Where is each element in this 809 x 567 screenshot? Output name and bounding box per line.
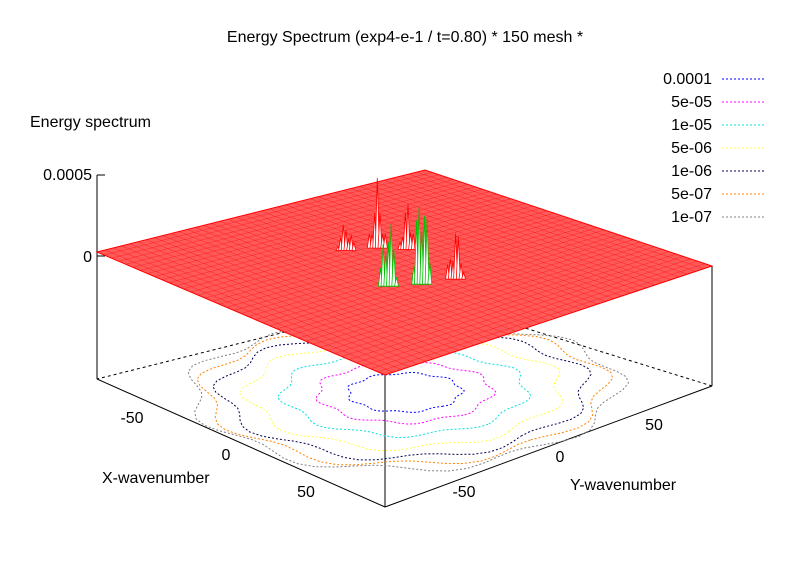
mesh-line <box>342 190 631 294</box>
peak-spike <box>427 263 433 285</box>
mesh-line <box>312 241 641 345</box>
floor-edge-right-back <box>424 296 713 387</box>
surface-mesh <box>96 169 713 376</box>
legend-label-2: 1e-05 <box>671 117 712 134</box>
contour-projections <box>187 320 629 472</box>
contour-level-3 <box>239 339 564 452</box>
y-tick-label-1: 0 <box>556 449 565 466</box>
peak-spike <box>388 223 394 287</box>
y-tick-label-0: -50 <box>452 484 475 501</box>
mesh-line <box>291 234 619 336</box>
peak-spike <box>374 178 380 249</box>
mesh-line <box>298 236 626 339</box>
mesh-line <box>375 182 664 283</box>
legend-label-4: 1e-06 <box>671 163 712 180</box>
mesh-line <box>248 220 576 317</box>
mesh-line <box>367 184 655 286</box>
chart-title: Energy Spectrum (exp4-e-1 / t=0.80) * 15… <box>227 29 583 46</box>
mesh-line <box>383 180 672 280</box>
contour-level-5 <box>196 324 614 466</box>
mesh-line <box>416 171 704 269</box>
peak-spike <box>351 242 357 251</box>
mesh-line <box>301 200 590 308</box>
mesh-line <box>408 173 696 272</box>
mesh-line <box>392 177 680 278</box>
legend-label-1: 5e-05 <box>671 94 712 111</box>
x-tick-label-2: 50 <box>297 484 315 501</box>
mesh-line <box>276 229 605 330</box>
mesh-line <box>260 210 549 321</box>
mesh-line <box>363 258 691 367</box>
mesh-line <box>400 175 688 275</box>
peak-spike <box>343 230 349 251</box>
x-axis-label: X-wavenumber <box>102 470 210 487</box>
contour-level-1 <box>315 362 497 425</box>
mesh-line <box>269 227 598 327</box>
mesh-line <box>269 208 557 319</box>
mesh-line <box>334 248 662 354</box>
mesh-line <box>327 246 655 351</box>
mesh-line <box>348 253 677 360</box>
peak-spike <box>391 249 397 287</box>
plot-box <box>96 174 713 508</box>
spectrum-surface <box>95 169 714 376</box>
legend-label-6: 1e-07 <box>671 209 712 226</box>
legend-label-5: 5e-07 <box>671 186 712 203</box>
peak-spike <box>461 270 467 280</box>
contour-level-4 <box>212 330 592 461</box>
legend-label-0: 0.0001 <box>663 71 712 88</box>
y-axis-label: Y-wavenumber <box>570 477 677 494</box>
peak-spike <box>377 213 383 249</box>
peak-spike <box>382 233 388 249</box>
x-tick-label-0: -50 <box>120 410 143 427</box>
floor-edge-right-front <box>384 385 713 508</box>
mesh-line <box>318 196 606 302</box>
mesh-line <box>370 260 698 370</box>
legend: 0.0001 5e-05 1e-05 5e-06 1e-06 5e-07 1e-… <box>663 71 766 226</box>
z-tick-label-max: 0.0005 <box>43 167 92 184</box>
surface-peaks <box>335 178 467 287</box>
z-axis-label: Energy spectrum <box>30 114 151 131</box>
mesh-line <box>305 239 634 342</box>
mesh-line <box>284 232 612 333</box>
legend-label-3: 5e-06 <box>671 140 712 157</box>
contour-level-6 <box>187 320 629 472</box>
mesh-line <box>341 251 670 357</box>
floor-edge-left-front <box>96 378 386 508</box>
mesh-line <box>351 188 639 291</box>
mesh-line <box>285 204 574 313</box>
mesh-line <box>359 186 647 289</box>
y-tick-label-2: 50 <box>645 417 663 434</box>
mesh-line <box>334 192 623 297</box>
mesh-line <box>384 265 713 376</box>
peak-spike <box>416 207 422 285</box>
mesh-line <box>310 198 598 305</box>
mesh-line <box>377 263 705 373</box>
mesh-line <box>356 256 684 363</box>
peak-spike <box>458 263 464 280</box>
peak-spike <box>455 236 461 280</box>
mesh-line <box>326 194 614 299</box>
z-tick-label-zero: 0 <box>83 249 92 266</box>
peak-spike <box>348 234 354 251</box>
mesh-line <box>293 202 582 310</box>
peak-spike <box>405 204 411 250</box>
peak-spike <box>394 277 399 287</box>
mesh-line <box>424 169 713 267</box>
peak-spike <box>424 218 430 285</box>
x-tick-label-1: 0 <box>222 447 231 464</box>
contour-level-0 <box>347 371 465 413</box>
mesh-line <box>320 244 648 348</box>
